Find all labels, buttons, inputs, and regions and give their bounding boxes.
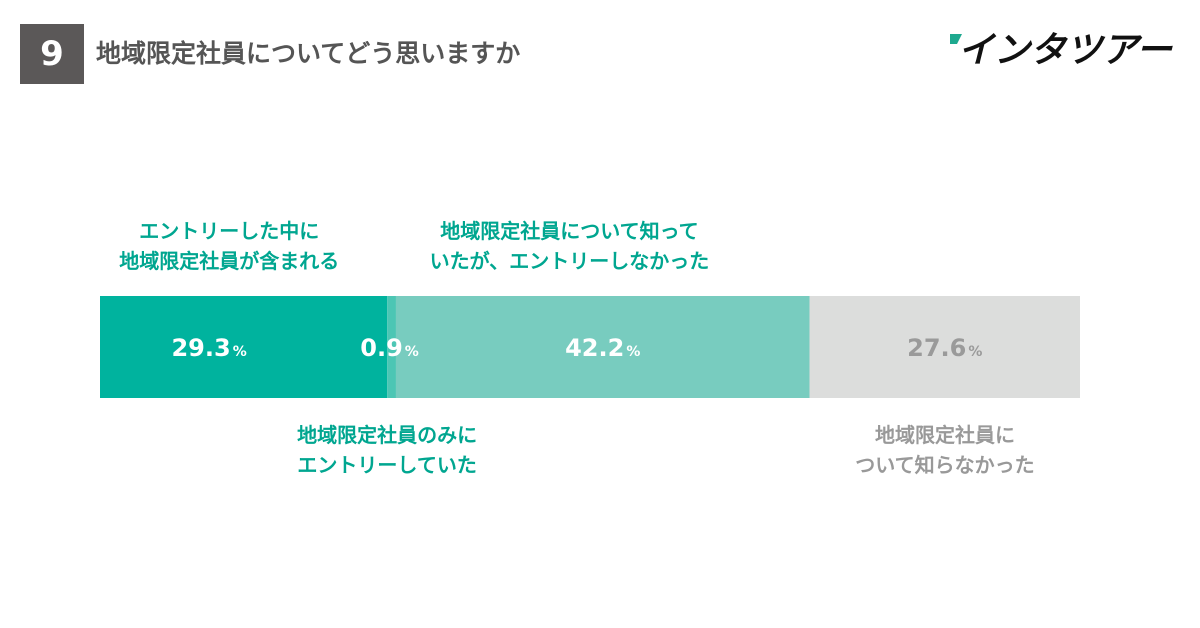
question-number: 9 [40,34,64,74]
bar-segment-entered_both [100,296,388,398]
bar-segment-did_not_know [809,296,1080,398]
brand-name: インタツアー [958,30,1173,71]
question-number-badge: 9 [20,24,84,84]
brand-logo: インタツアー [950,30,1173,71]
label-did-not-know-line2: ついて知らなかった [855,453,1035,477]
label-entered-both-line1: エントリーした中に [139,219,320,243]
label-knew-not-entered-line2: いたが、エントリーしなかった [429,249,710,273]
page-title: 地域限定社員についてどう思いますか [96,39,521,68]
label-entered-both-line2: 地域限定社員が含まれる [119,249,340,273]
logo-accent-shape [950,34,962,44]
label-did-not-know: 地域限定社員に ついて知らなかった [855,420,1034,480]
label-knew-not-entered-line1: 地域限定社員について知って [440,219,699,243]
value-label-entered_both: 29.3% [171,334,246,362]
value-label-knew_not_entered: 42.2% [565,334,640,362]
label-entered-both: エントリーした中に 地域限定社員が含まれる [119,216,339,276]
bar-segment-knew_not_entered [395,296,810,398]
value-label-did_not_know: 27.6% [907,334,982,362]
bar-segment-entered_only [387,296,396,398]
label-entered-only-line1: 地域限定社員のみに [297,423,478,447]
value-label-entered_only: 0.9% [360,334,419,362]
label-entered-only-line2: エントリーしていた [297,453,477,477]
label-entered-only: 地域限定社員のみに エントリーしていた [297,420,477,480]
label-knew-not-entered: 地域限定社員について知って いたが、エントリーしなかった [430,216,710,276]
label-did-not-know-line1: 地域限定社員に [874,423,1015,447]
